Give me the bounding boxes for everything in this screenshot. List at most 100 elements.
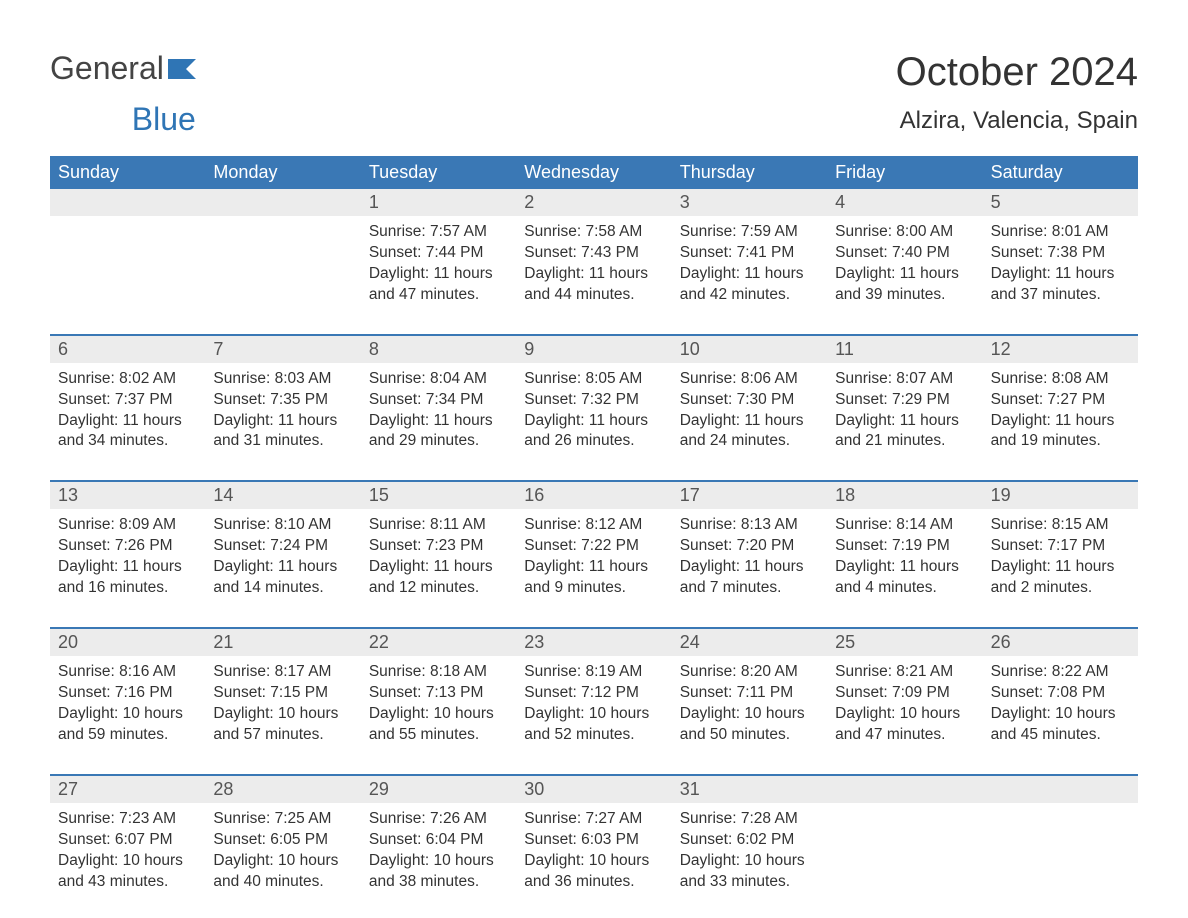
weekday-header-row: SundayMondayTuesdayWednesdayThursdayFrid… xyxy=(50,156,1138,189)
day-number: 24 xyxy=(672,629,827,656)
week-row: 2728293031 Sunrise: 7:23 AMSunset: 6:07 P… xyxy=(50,774,1138,903)
sunrise-line: Sunrise: 8:04 AM xyxy=(369,369,508,390)
daynum-row: 13141516171819 xyxy=(50,482,1138,509)
day-cell: Sunrise: 8:02 AMSunset: 7:37 PMDaylight:… xyxy=(50,363,205,463)
sunset-line: Sunset: 7:30 PM xyxy=(680,390,819,411)
sunset-line: Sunset: 7:35 PM xyxy=(213,390,352,411)
day-cell: Sunrise: 8:01 AMSunset: 7:38 PMDaylight:… xyxy=(983,216,1138,316)
day-cell: Sunrise: 8:19 AMSunset: 7:12 PMDaylight:… xyxy=(516,656,671,756)
sunrise-line: Sunrise: 7:28 AM xyxy=(680,809,819,830)
sunrise-line: Sunrise: 8:17 AM xyxy=(213,662,352,683)
daylight-line: Daylight: 11 hours and 42 minutes. xyxy=(680,264,819,306)
sunset-line: Sunset: 6:07 PM xyxy=(58,830,197,851)
sunset-line: Sunset: 7:22 PM xyxy=(524,536,663,557)
weekday-header: Monday xyxy=(205,156,360,189)
sunrise-line: Sunrise: 7:26 AM xyxy=(369,809,508,830)
sunrise-line: Sunrise: 8:21 AM xyxy=(835,662,974,683)
day-cell: Sunrise: 8:03 AMSunset: 7:35 PMDaylight:… xyxy=(205,363,360,463)
daylight-line: Daylight: 10 hours and 40 minutes. xyxy=(213,851,352,893)
day-number: 9 xyxy=(516,336,671,363)
title-block: October 2024 Alzira, Valencia, Spain xyxy=(896,50,1138,135)
weekday-header: Sunday xyxy=(50,156,205,189)
day-number: 15 xyxy=(361,482,516,509)
sunset-line: Sunset: 7:11 PM xyxy=(680,683,819,704)
sunrise-line: Sunrise: 8:03 AM xyxy=(213,369,352,390)
sunrise-line: Sunrise: 8:06 AM xyxy=(680,369,819,390)
day-number: 12 xyxy=(983,336,1138,363)
sunset-line: Sunset: 7:44 PM xyxy=(369,243,508,264)
sunrise-line: Sunrise: 8:20 AM xyxy=(680,662,819,683)
weekday-header: Wednesday xyxy=(516,156,671,189)
sunset-line: Sunset: 7:17 PM xyxy=(991,536,1130,557)
daylight-line: Daylight: 11 hours and 14 minutes. xyxy=(213,557,352,599)
day-cell: Sunrise: 7:28 AMSunset: 6:02 PMDaylight:… xyxy=(672,803,827,903)
sunrise-line: Sunrise: 8:22 AM xyxy=(991,662,1130,683)
day-cell: Sunrise: 7:26 AMSunset: 6:04 PMDaylight:… xyxy=(361,803,516,903)
day-cell: Sunrise: 8:16 AMSunset: 7:16 PMDaylight:… xyxy=(50,656,205,756)
sunrise-line: Sunrise: 8:13 AM xyxy=(680,515,819,536)
day-number: 2 xyxy=(516,189,671,216)
day-cell: Sunrise: 8:13 AMSunset: 7:20 PMDaylight:… xyxy=(672,509,827,609)
daynum-row: 2728293031 xyxy=(50,776,1138,803)
daylight-line: Daylight: 10 hours and 38 minutes. xyxy=(369,851,508,893)
day-cell: Sunrise: 8:15 AMSunset: 7:17 PMDaylight:… xyxy=(983,509,1138,609)
day-cell xyxy=(205,216,360,316)
day-number: 22 xyxy=(361,629,516,656)
day-cell: Sunrise: 8:17 AMSunset: 7:15 PMDaylight:… xyxy=(205,656,360,756)
weekday-header: Friday xyxy=(827,156,982,189)
day-number: 21 xyxy=(205,629,360,656)
sunrise-line: Sunrise: 8:00 AM xyxy=(835,222,974,243)
weekday-header: Saturday xyxy=(983,156,1138,189)
daylight-line: Daylight: 11 hours and 26 minutes. xyxy=(524,411,663,453)
daylight-line: Daylight: 10 hours and 50 minutes. xyxy=(680,704,819,746)
sunset-line: Sunset: 7:37 PM xyxy=(58,390,197,411)
sunset-line: Sunset: 7:41 PM xyxy=(680,243,819,264)
day-cell: Sunrise: 8:08 AMSunset: 7:27 PMDaylight:… xyxy=(983,363,1138,463)
day-number xyxy=(983,776,1138,803)
day-cell: Sunrise: 8:06 AMSunset: 7:30 PMDaylight:… xyxy=(672,363,827,463)
daylight-line: Daylight: 10 hours and 52 minutes. xyxy=(524,704,663,746)
daylight-line: Daylight: 10 hours and 43 minutes. xyxy=(58,851,197,893)
daylight-line: Daylight: 11 hours and 24 minutes. xyxy=(680,411,819,453)
day-number: 28 xyxy=(205,776,360,803)
day-number: 29 xyxy=(361,776,516,803)
day-number: 8 xyxy=(361,336,516,363)
daylight-line: Daylight: 11 hours and 21 minutes. xyxy=(835,411,974,453)
day-cell: Sunrise: 8:00 AMSunset: 7:40 PMDaylight:… xyxy=(827,216,982,316)
sunrise-line: Sunrise: 8:18 AM xyxy=(369,662,508,683)
day-cell: Sunrise: 8:18 AMSunset: 7:13 PMDaylight:… xyxy=(361,656,516,756)
sunset-line: Sunset: 7:32 PM xyxy=(524,390,663,411)
sunset-line: Sunset: 7:23 PM xyxy=(369,536,508,557)
day-number: 7 xyxy=(205,336,360,363)
day-cell: Sunrise: 8:04 AMSunset: 7:34 PMDaylight:… xyxy=(361,363,516,463)
daylight-line: Daylight: 10 hours and 47 minutes. xyxy=(835,704,974,746)
daylight-line: Daylight: 11 hours and 29 minutes. xyxy=(369,411,508,453)
sunset-line: Sunset: 6:03 PM xyxy=(524,830,663,851)
day-number: 14 xyxy=(205,482,360,509)
sunset-line: Sunset: 7:09 PM xyxy=(835,683,974,704)
sunset-line: Sunset: 7:43 PM xyxy=(524,243,663,264)
daynum-row: 12345 xyxy=(50,189,1138,216)
day-cell: Sunrise: 8:20 AMSunset: 7:11 PMDaylight:… xyxy=(672,656,827,756)
sunrise-line: Sunrise: 8:10 AM xyxy=(213,515,352,536)
sunrise-line: Sunrise: 8:09 AM xyxy=(58,515,197,536)
sunrise-line: Sunrise: 7:58 AM xyxy=(524,222,663,243)
day-number: 23 xyxy=(516,629,671,656)
sunset-line: Sunset: 7:24 PM xyxy=(213,536,352,557)
daylight-line: Daylight: 10 hours and 36 minutes. xyxy=(524,851,663,893)
daylight-line: Daylight: 11 hours and 39 minutes. xyxy=(835,264,974,306)
sunrise-line: Sunrise: 8:14 AM xyxy=(835,515,974,536)
sunset-line: Sunset: 7:08 PM xyxy=(991,683,1130,704)
sunset-line: Sunset: 7:26 PM xyxy=(58,536,197,557)
day-cell xyxy=(827,803,982,903)
logo: General Blue xyxy=(50,50,196,138)
daylight-line: Daylight: 11 hours and 4 minutes. xyxy=(835,557,974,599)
sunset-line: Sunset: 7:34 PM xyxy=(369,390,508,411)
sunset-line: Sunset: 7:19 PM xyxy=(835,536,974,557)
sunrise-line: Sunrise: 7:23 AM xyxy=(58,809,197,830)
day-cell: Sunrise: 8:14 AMSunset: 7:19 PMDaylight:… xyxy=(827,509,982,609)
weekday-header: Tuesday xyxy=(361,156,516,189)
day-number: 26 xyxy=(983,629,1138,656)
day-number xyxy=(50,189,205,216)
day-number: 3 xyxy=(672,189,827,216)
